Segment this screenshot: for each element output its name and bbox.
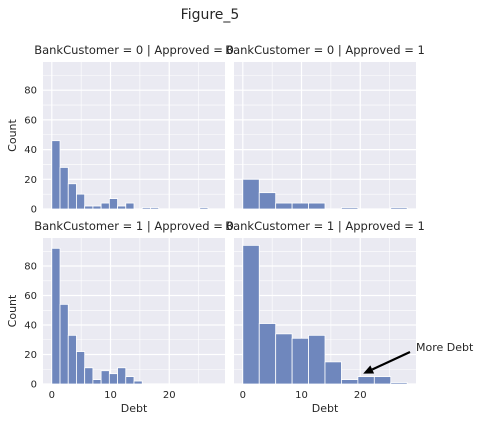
histogram-bar <box>117 367 127 385</box>
facet-panel-1: BankCustomer = 0 | Approved = 0 0 20 40 60 80… <box>6 43 234 216</box>
histogram-bar <box>308 202 326 210</box>
histogram-bar <box>308 334 326 385</box>
grid <box>43 238 225 385</box>
histogram-bar <box>59 167 69 210</box>
x-tick-label: 10 <box>104 390 117 401</box>
annotation-more-debt: More Debt <box>416 341 474 354</box>
facet-panel-2: BankCustomer = 0 | Approved = 1 <box>225 43 425 210</box>
histogram-bar <box>108 198 118 210</box>
histogram-bar <box>92 379 102 385</box>
x-tick-label: 20 <box>354 390 367 401</box>
panel-title: BankCustomer = 0 | Approved = 0 <box>34 43 234 57</box>
histogram-bar <box>59 303 69 385</box>
histogram-bar <box>390 207 408 210</box>
histogram-bar <box>199 207 209 210</box>
y-tick-label: 40 <box>24 145 37 156</box>
histogram-bar <box>258 192 277 210</box>
annotation-arrow-shaft <box>371 351 411 371</box>
panel-title: BankCustomer = 1 | Approved = 1 <box>225 219 425 233</box>
y-tick-label: 80 <box>24 262 37 273</box>
grid <box>43 62 225 210</box>
y-tick-label: 20 <box>24 350 37 361</box>
histogram-bar <box>76 351 86 385</box>
y-tick-label: 20 <box>24 175 37 186</box>
figure-title: Figure_5 <box>181 7 240 23</box>
histogram-bar <box>242 244 260 385</box>
histogram-bars <box>51 247 143 385</box>
histogram-bars <box>51 140 209 210</box>
histogram-bar <box>84 367 94 385</box>
histogram-bar <box>242 178 260 210</box>
histogram-bar <box>258 323 277 385</box>
y-axis-label: Count <box>6 294 19 327</box>
histogram-bar <box>291 337 309 385</box>
y-tick-label: 60 <box>24 115 37 126</box>
histogram-bar <box>100 202 110 210</box>
y-tick-label: 60 <box>24 291 37 302</box>
histogram-bar <box>84 205 94 210</box>
histogram-bar <box>390 382 408 385</box>
histogram-bars <box>242 178 408 210</box>
x-tick-label: 10 <box>295 390 308 401</box>
histogram-bar <box>141 207 151 210</box>
histogram-bar <box>150 207 160 210</box>
histogram-bars <box>242 244 408 385</box>
x-axis-label: Debt <box>312 402 339 415</box>
histogram-bar <box>373 376 392 385</box>
facet-grid: BankCustomer = 0 | Approved = 0 0 20 40 60 80… <box>6 43 425 415</box>
annotation-arrow-head <box>363 365 375 374</box>
x-axis-label: Debt <box>121 402 148 415</box>
histogram-bar <box>92 205 102 210</box>
histogram-bar <box>324 361 342 385</box>
facet-panel-3: BankCustomer = 1 | Approved = 0 0 20 40 60 80… <box>6 219 234 415</box>
histogram-bar <box>67 334 77 385</box>
histogram-bar <box>275 333 293 385</box>
y-tick-label: 80 <box>24 86 37 97</box>
x-tick-label: 0 <box>240 390 246 401</box>
histogram-bar <box>51 247 61 385</box>
histogram-bar <box>67 183 77 210</box>
histogram-bar <box>125 202 135 210</box>
panel-title: BankCustomer = 0 | Approved = 1 <box>225 43 425 57</box>
histogram-bar <box>125 376 135 385</box>
histogram-bar <box>51 140 61 210</box>
facet-panel-4: BankCustomer = 1 | Approved = 1 0 10 20 Debt <box>225 219 425 415</box>
histogram-bar <box>100 370 110 385</box>
y-tick-label: 0 <box>31 380 37 391</box>
y-tick-label: 0 <box>31 205 37 216</box>
histogram-bar <box>275 202 293 210</box>
histogram-bar <box>291 202 309 210</box>
histogram-bar <box>341 379 359 385</box>
histogram-bar <box>108 373 118 385</box>
x-tick-label: 20 <box>163 390 176 401</box>
y-tick-label: 40 <box>24 321 37 332</box>
y-axis-label: Count <box>6 118 19 151</box>
histogram-bar <box>117 205 127 210</box>
histogram-bar <box>76 193 86 210</box>
histogram-bar <box>341 207 359 210</box>
histogram-bar <box>133 380 143 385</box>
annotation-layer: More Debt <box>363 341 474 374</box>
plot-background <box>234 62 416 209</box>
panel-title: BankCustomer = 1 | Approved = 0 <box>34 219 234 233</box>
histogram-bar <box>357 376 375 385</box>
x-tick-label: 0 <box>49 390 55 401</box>
